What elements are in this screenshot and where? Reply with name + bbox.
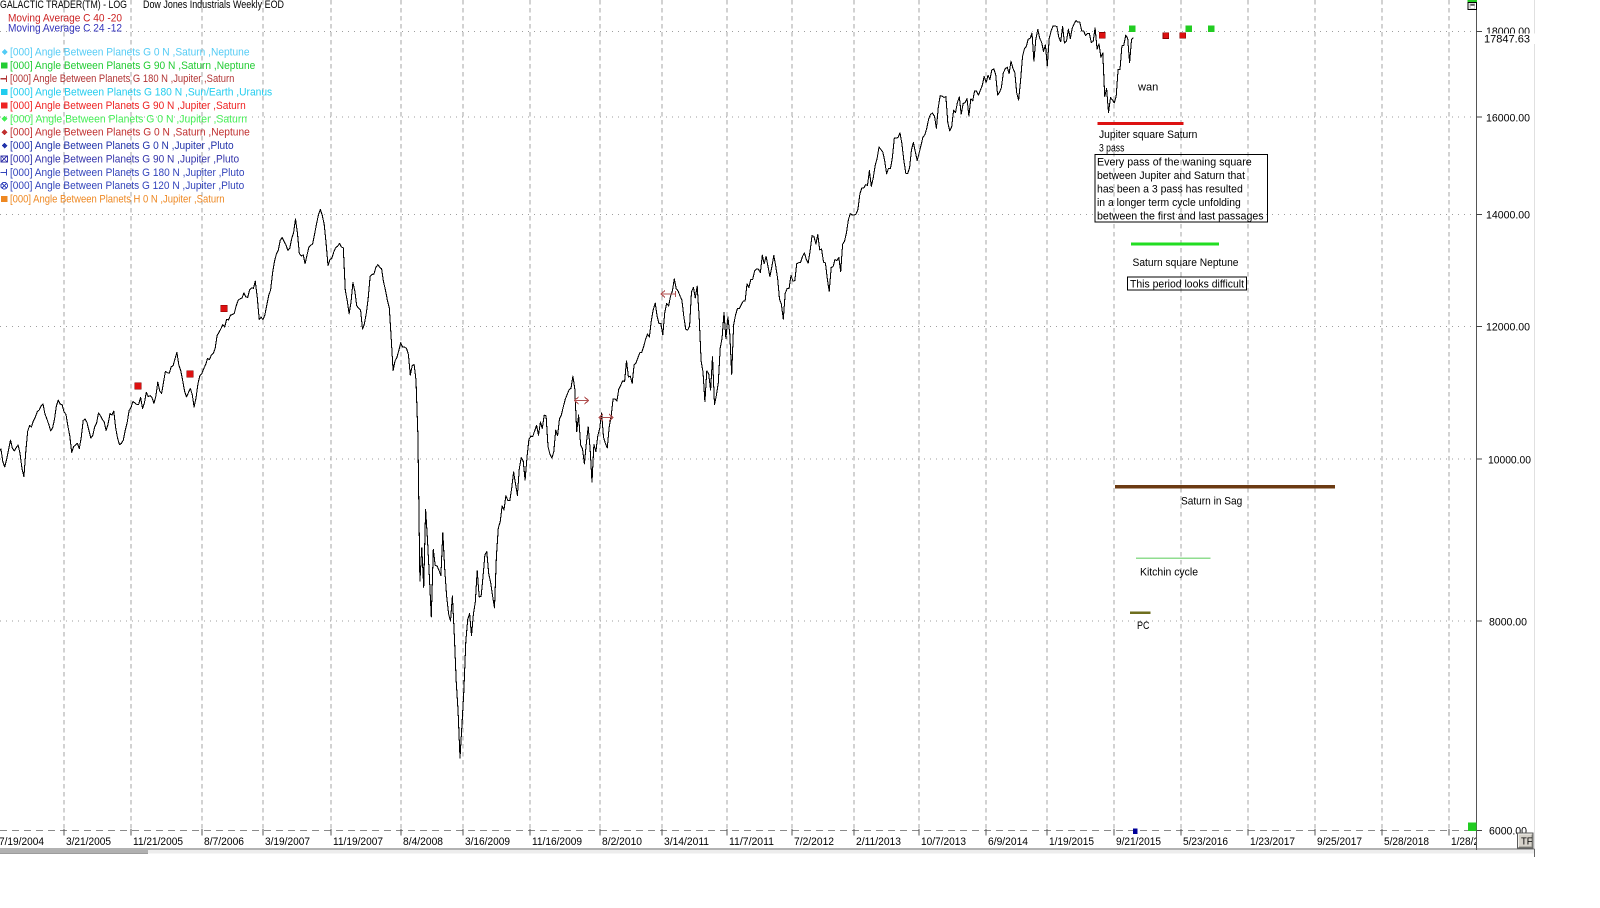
svg-text:Every pass of the waning squar: Every pass of the waning square xyxy=(1097,157,1252,169)
svg-text:6/9/2014: 6/9/2014 xyxy=(988,836,1028,848)
svg-text:Moving Average C 40 -20: Moving Average C 40 -20 xyxy=(8,13,122,25)
svg-text:10/7/2013: 10/7/2013 xyxy=(921,836,966,848)
svg-text:1/19/2015: 1/19/2015 xyxy=(1049,836,1094,848)
svg-text:Moving Average C 24 -12: Moving Average C 24 -12 xyxy=(8,23,122,35)
svg-text:[000] Angle Between Planets H: [000] Angle Between Planets H 0 N ,Jupit… xyxy=(10,194,225,206)
svg-text:9/25/2017: 9/25/2017 xyxy=(1317,836,1362,848)
svg-text:Kitchin cycle: Kitchin cycle xyxy=(1140,567,1198,579)
svg-text:8000.00: 8000.00 xyxy=(1489,616,1527,628)
svg-text:10000.00: 10000.00 xyxy=(1488,454,1531,466)
svg-text:3/19/2007: 3/19/2007 xyxy=(265,836,310,848)
svg-text:Saturn square Neptune: Saturn square Neptune xyxy=(1133,257,1239,269)
svg-text:[000] Angle Between Planets G: [000] Angle Between Planets G 180 N ,Jup… xyxy=(10,73,234,85)
svg-text:11/21/2005: 11/21/2005 xyxy=(133,836,183,848)
svg-text:17847.63: 17847.63 xyxy=(1484,33,1530,45)
svg-text:[000] Angle Between Planets G: [000] Angle Between Planets G 90 N ,Jupi… xyxy=(10,153,239,165)
svg-text:in a longer term cycle unfoldi: in a longer term cycle unfolding xyxy=(1097,197,1241,209)
svg-text:8/7/2006: 8/7/2006 xyxy=(204,836,244,848)
svg-text:11/7/2011: 11/7/2011 xyxy=(729,836,774,848)
svg-text:[000] Angle Between Planets G: [000] Angle Between Planets G 180 N ,Jup… xyxy=(10,167,245,179)
svg-text:between the first and last pas: between the first and last passages xyxy=(1097,211,1264,223)
svg-text:3/16/2009: 3/16/2009 xyxy=(465,836,510,848)
svg-text:16000.00: 16000.00 xyxy=(1486,113,1530,125)
svg-text:TF: TF xyxy=(1521,837,1533,848)
svg-text:GALACTIC TRADER(TM) - LOG: GALACTIC TRADER(TM) - LOG xyxy=(0,0,127,11)
svg-text:8/2/2010: 8/2/2010 xyxy=(602,836,642,848)
svg-text:Jupiter square Saturn: Jupiter square Saturn xyxy=(1099,129,1197,141)
svg-text:[000] Angle Between Planets G: [000] Angle Between Planets G 0 N ,Jupit… xyxy=(10,113,247,125)
svg-text:3/14/2011: 3/14/2011 xyxy=(664,836,709,848)
svg-text:11/19/2007: 11/19/2007 xyxy=(333,836,383,848)
svg-text:[000] Angle Between Planets G: [000] Angle Between Planets G 0 N ,Satur… xyxy=(10,47,250,59)
svg-text:3/21/2005: 3/21/2005 xyxy=(66,836,111,848)
svg-text:7/2/2012: 7/2/2012 xyxy=(794,836,834,848)
svg-text:12000.00: 12000.00 xyxy=(1486,322,1530,334)
svg-text:11/16/2009: 11/16/2009 xyxy=(532,836,582,848)
svg-text:[000] Angle Between Planets G: [000] Angle Between Planets G 120 N ,Jup… xyxy=(10,180,244,192)
svg-text:8/4/2008: 8/4/2008 xyxy=(403,836,443,848)
svg-text:Saturn in Sag: Saturn in Sag xyxy=(1181,496,1242,508)
svg-text:[000] Angle Between Planets G: [000] Angle Between Planets G 90 N ,Satu… xyxy=(10,60,255,72)
svg-text:[000] Angle Between Planets G: [000] Angle Between Planets G 0 N ,Jupit… xyxy=(10,140,234,152)
svg-text:has been a 3 pass has resulted: has been a 3 pass has resulted xyxy=(1097,184,1243,196)
svg-text:wan: wan xyxy=(1137,82,1158,94)
svg-text:PC: PC xyxy=(1137,620,1150,632)
svg-text:[000] Angle Between Planets G: [000] Angle Between Planets G 0 N ,Satur… xyxy=(10,127,250,139)
svg-text:7/19/2004: 7/19/2004 xyxy=(0,836,44,848)
svg-text:2/11/2013: 2/11/2013 xyxy=(856,836,901,848)
svg-text:14000.00: 14000.00 xyxy=(1486,210,1530,222)
svg-text:3 pass: 3 pass xyxy=(1099,143,1125,155)
svg-text:[000] Angle Between Planets G: [000] Angle Between Planets G 180 N ,Sun… xyxy=(10,87,273,99)
svg-text:This period looks difficult: This period looks difficult xyxy=(1130,279,1244,291)
svg-text:9/21/2015: 9/21/2015 xyxy=(1116,836,1161,848)
svg-text:[000] Angle Between Planets G: [000] Angle Between Planets G 90 N ,Jupi… xyxy=(10,100,246,112)
svg-text:Dow Jones Industrials Weekly E: Dow Jones Industrials Weekly EOD xyxy=(143,0,284,11)
svg-text:1/28/2019: 1/28/2019 xyxy=(1451,836,1496,848)
svg-text:1/23/2017: 1/23/2017 xyxy=(1250,836,1295,848)
svg-text:between Jupiter and Saturn tha: between Jupiter and Saturn that xyxy=(1097,170,1245,182)
svg-text:5/23/2016: 5/23/2016 xyxy=(1183,836,1228,848)
svg-text:5/28/2018: 5/28/2018 xyxy=(1384,836,1429,848)
